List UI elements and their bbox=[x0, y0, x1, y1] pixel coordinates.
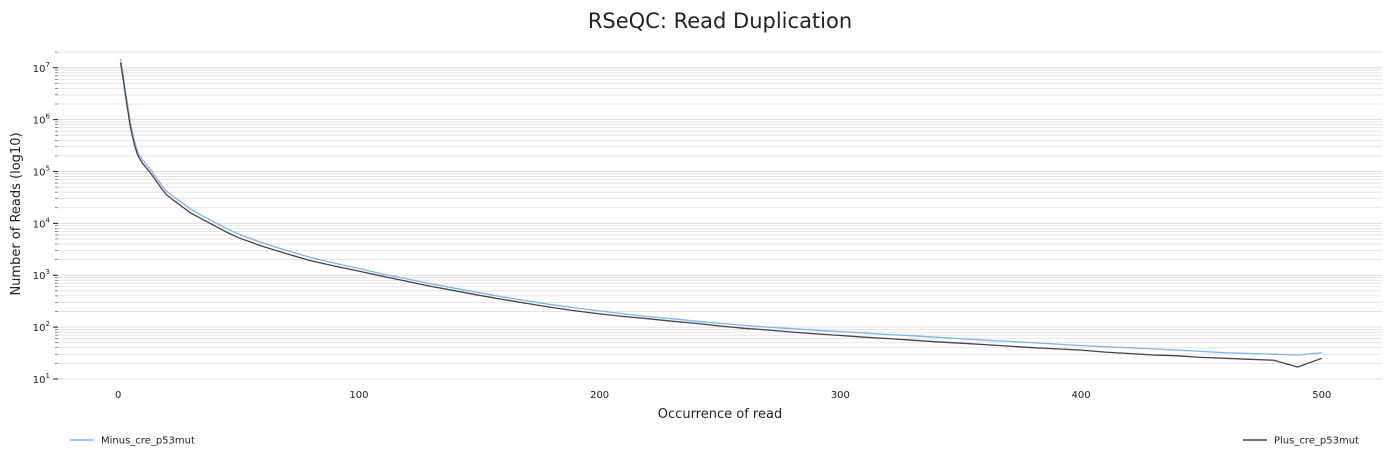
series-line-Plus_cre_p53mut bbox=[119, 62, 1323, 368]
x-tick-label: 300 bbox=[831, 390, 850, 401]
x-axis-ticks: 0 100 200 300 400 500 bbox=[115, 390, 1331, 401]
x-tick-label: 0 bbox=[115, 390, 121, 401]
x-tick-label: 500 bbox=[1312, 390, 1331, 401]
y-tick-label: 107 bbox=[33, 61, 50, 75]
series-line-Minus_cre_p53mut bbox=[119, 58, 1322, 356]
y-tick-label: 103 bbox=[33, 268, 50, 282]
legend-label: Minus_cre_p53mut bbox=[101, 436, 195, 447]
x-axis-label: Occurrence of read bbox=[658, 407, 782, 422]
x-tick-label: 100 bbox=[349, 390, 368, 401]
legend-label: Plus_cre_p53mut bbox=[1274, 436, 1359, 447]
legend: Minus_cre_p53mut Plus_cre_p53mut bbox=[70, 436, 1359, 447]
gridlines bbox=[55, 51, 1382, 380]
series-lines bbox=[119, 58, 1323, 368]
y-tick-label: 102 bbox=[33, 320, 50, 334]
chart-title: RSeQC: Read Duplication bbox=[588, 9, 852, 33]
x-tick-label: 400 bbox=[1072, 390, 1091, 401]
y-tick-label: 105 bbox=[33, 164, 50, 178]
y-axis-ticks: 101 102 103 104 105 106 107 bbox=[33, 61, 58, 386]
y-axis-label: Number of Reads (log10) bbox=[9, 132, 24, 295]
y-tick-label: 104 bbox=[33, 216, 51, 230]
y-tick-label: 101 bbox=[33, 372, 50, 386]
x-tick-label: 200 bbox=[590, 390, 609, 401]
y-tick-label: 106 bbox=[33, 113, 51, 127]
